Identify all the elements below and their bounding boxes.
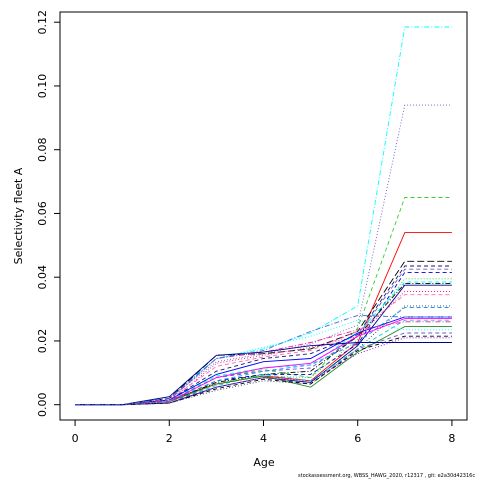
x-tick-label: 0 xyxy=(72,432,79,445)
series-line-23 xyxy=(75,332,452,406)
series-line-1 xyxy=(75,26,452,406)
y-tick-label: 0.02 xyxy=(36,329,49,354)
series-line-14 xyxy=(75,294,452,406)
series-line-10 xyxy=(75,281,452,406)
series-line-6 xyxy=(75,265,452,406)
series-line-13 xyxy=(75,291,452,406)
y-tick-label: 0.10 xyxy=(36,74,49,99)
series-line-17 xyxy=(75,316,452,406)
x-tick-label: 8 xyxy=(448,432,455,445)
y-axis: 0.00 0.02 0.04 0.06 0.08 0.10 0.12 xyxy=(36,10,60,417)
series-line-27 xyxy=(75,314,452,406)
series-line-26 xyxy=(75,342,452,406)
series-line-7 xyxy=(75,268,452,406)
series-line-25 xyxy=(75,337,452,406)
series-line-2 xyxy=(75,104,452,406)
x-axis: 0 2 4 6 8 xyxy=(72,420,455,445)
series-line-15 xyxy=(75,305,452,406)
x-tick-label: 6 xyxy=(354,432,361,445)
y-axis-label: Selectivity fleet A xyxy=(12,167,25,264)
x-axis-label: Age xyxy=(253,456,275,469)
series-line-12 xyxy=(75,284,452,406)
series-line-3 xyxy=(75,197,452,406)
y-tick-label: 0.00 xyxy=(36,392,49,417)
series-line-8 xyxy=(75,271,452,406)
y-tick-label: 0.06 xyxy=(36,201,49,226)
x-tick-label: 4 xyxy=(260,432,267,445)
series-line-21 xyxy=(75,326,452,406)
x-tick-label: 2 xyxy=(166,432,173,445)
y-tick-label: 0.12 xyxy=(36,10,49,35)
series-line-16 xyxy=(75,307,452,406)
series-line-19 xyxy=(75,319,452,406)
footer-note: stockassessment.org, WBSS_HAWG_2020, r12… xyxy=(298,473,476,479)
series-line-22 xyxy=(75,319,452,406)
series-line-20 xyxy=(75,321,452,406)
y-tick-label: 0.08 xyxy=(36,137,49,162)
series-line-24 xyxy=(75,335,452,406)
series-layer xyxy=(75,26,452,406)
y-tick-label: 0.04 xyxy=(36,265,49,290)
